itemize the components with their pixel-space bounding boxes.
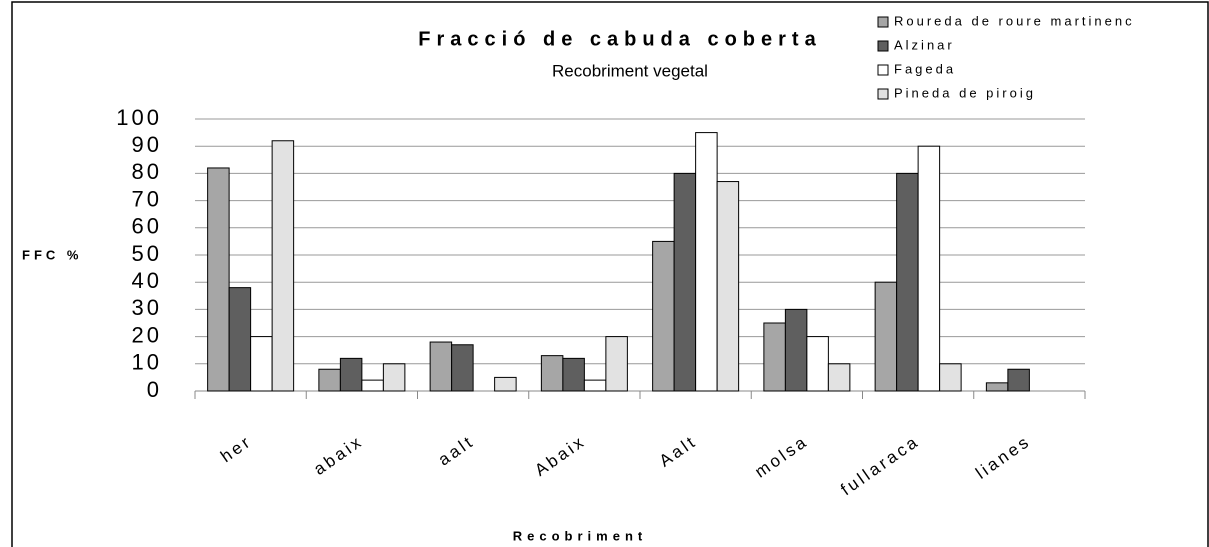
bar: [673, 172, 697, 392]
chart-frame: [11, 1, 1209, 547]
y-tick-label: 80: [132, 159, 162, 184]
y-tick-label: 20: [132, 322, 162, 347]
bar: [361, 379, 384, 392]
bar: [451, 344, 474, 392]
bar: [763, 322, 786, 392]
legend-swatch: [877, 88, 889, 100]
legend-label: Roureda de roure martinenc: [894, 13, 1135, 28]
chart-title: Fracció de cabuda coberta: [418, 28, 821, 50]
bar: [207, 167, 230, 392]
bar: [605, 336, 628, 392]
legend-swatch: [877, 40, 889, 52]
bar: [250, 336, 273, 392]
bar: [716, 181, 740, 392]
legend-label: Alzinar: [894, 37, 955, 52]
y-tick-label: 40: [132, 268, 162, 293]
legend-swatch: [877, 64, 889, 76]
bar: [228, 287, 252, 392]
y-axis-label: FFC %: [22, 247, 82, 262]
bar: [339, 357, 363, 392]
bar: [652, 240, 675, 392]
y-tick-label: 100: [116, 105, 162, 130]
y-tick-label: 50: [132, 241, 162, 266]
bar: [318, 368, 341, 392]
bar: [1007, 368, 1030, 392]
x-axis-label: Recobriment: [513, 528, 647, 543]
bar: [784, 308, 808, 392]
legend-label: Fageda: [894, 61, 956, 76]
bar: [896, 172, 919, 392]
y-tick-label: 30: [132, 295, 162, 320]
legend-swatch: [877, 16, 889, 28]
y-tick-label: 70: [132, 186, 162, 211]
bar: [429, 341, 453, 392]
bar: [806, 336, 829, 392]
bar: [382, 363, 406, 392]
bar: [985, 382, 1009, 392]
legend-label: Pineda de piroig: [894, 85, 1036, 100]
bar: [874, 281, 898, 392]
bar: [827, 363, 851, 392]
bar: [917, 145, 941, 392]
y-tick-label: 0: [147, 377, 162, 402]
chart-subtitle: Recobriment vegetal: [552, 61, 708, 80]
bar: [562, 357, 585, 392]
bar: [271, 140, 295, 392]
bar: [540, 355, 564, 392]
bar: [583, 379, 607, 392]
y-tick-label: 60: [132, 214, 162, 239]
y-tick-label: 90: [132, 132, 162, 157]
y-tick-label: 10: [132, 350, 162, 375]
bar: [695, 132, 718, 392]
bar: [939, 363, 962, 392]
bar: [494, 376, 517, 392]
